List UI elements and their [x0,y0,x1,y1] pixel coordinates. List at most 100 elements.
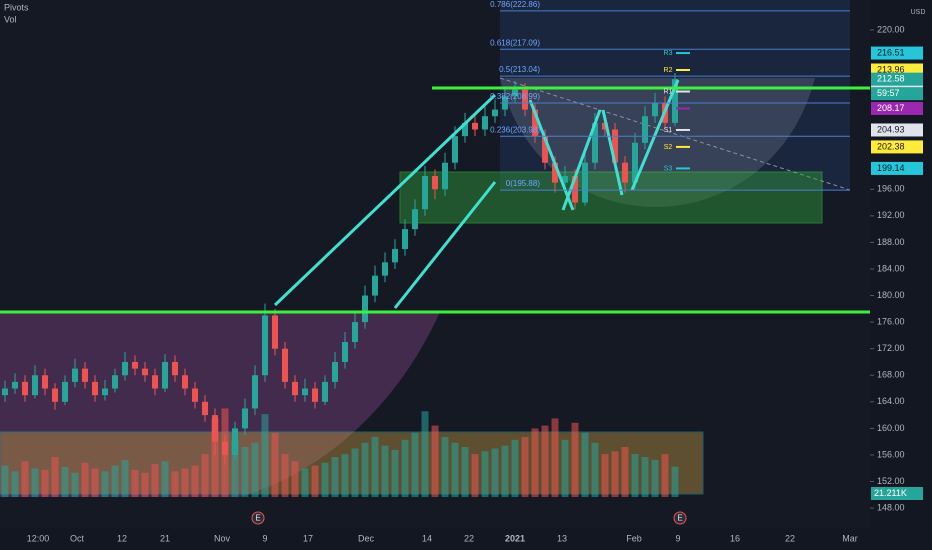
candle-body [192,388,198,402]
volume-bar [511,439,519,497]
indicator-label: Pivots [4,2,29,12]
x-tick-label: 13 [557,533,567,543]
y-tick-label: 172.00 [877,343,905,353]
x-tick-label: Mar [842,533,858,543]
pivot-label: S3 [664,165,673,172]
volume-bar [121,459,129,497]
x-tick-label: 22 [464,533,474,543]
candle-body [262,315,268,376]
time-axis [0,528,932,550]
x-tick-label: 9 [262,533,267,543]
x-tick-label: Nov [214,533,231,543]
y-tick-label: 180.00 [877,290,905,300]
candle-body [492,109,498,117]
y-tick-label: 168.00 [877,370,905,380]
volume-bar [291,461,299,497]
price-tag-label: 208.17 [877,103,905,113]
candle-body [92,381,98,396]
price-tag-label: 202.38 [877,141,905,151]
volume-bar [71,472,79,497]
trend-line [393,181,497,309]
y-tick-label: 148.00 [877,502,905,512]
pivot-label: S2 [664,144,673,151]
volume-bar [211,418,219,497]
earnings-marker [251,511,265,525]
x-tick-label: 16 [730,533,740,543]
last-price-label: 212.58 [877,74,905,84]
volume-bar [541,425,549,497]
volume-bar [331,457,339,497]
price-tag-label: 204.93 [877,124,905,134]
candle-body [292,381,298,396]
price-tag [871,140,923,154]
earnings-label: E [255,514,260,523]
volume-bar [381,445,389,497]
volume-bar [481,451,489,497]
volume-bar [401,439,409,497]
candle-body [322,381,328,402]
volume-bar [461,447,469,497]
candle-body [372,275,378,296]
y-tick-label: 176.00 [877,316,905,326]
fib-label: 0.382(208.99) [490,92,540,101]
pivot-label: R2 [664,67,673,74]
volume-bar [31,468,39,497]
candle-body [122,361,128,376]
candle-body [182,375,188,389]
volume-bar [101,471,109,497]
volume-layer [1,408,679,497]
price-tag [871,161,923,175]
volume-bar [21,461,29,497]
x-tick-label: 12 [117,533,127,543]
volume-bar [311,465,319,497]
candle-body [202,401,208,416]
candle-body [642,116,648,143]
candle-body [392,249,398,263]
x-tick-label: Dec [358,533,375,543]
purple-zone [0,312,440,497]
candle-body [232,428,238,455]
x-tick-label: 14 [422,533,432,543]
volume-bar [661,454,669,497]
candle-body [412,209,418,230]
candle-body [162,361,168,389]
candle-body [532,109,538,137]
indicator-label: Vol [4,14,17,24]
pivot-label: R3 [664,50,673,57]
trend-line [273,93,497,307]
cup-shape [500,78,815,207]
earnings-marker [673,511,687,525]
volume-bar [131,469,139,497]
volume-bar [61,467,69,497]
candle-body [62,381,68,402]
candle-body [542,136,548,163]
x-tick-label: Feb [626,533,642,543]
countdown-tag [871,87,923,101]
candle-body [102,388,108,396]
volume-bar [281,454,289,497]
candle-body [132,361,138,369]
pivot-label: R1 [664,88,673,95]
volume-bar [411,432,419,497]
volume-bar [631,454,639,497]
green-zone [399,171,823,224]
candle-body [252,375,258,409]
candle-body [222,441,228,455]
candle-body [72,368,78,382]
fib-label: 0.786(222.86) [490,0,540,9]
y-tick-label: 164.00 [877,396,905,406]
volume-bar [671,466,679,497]
candle-body [312,388,318,402]
candle-body [592,122,598,163]
candle-body [362,295,368,323]
volume-bar [611,451,619,497]
volume-bar [451,442,459,497]
price-tag [871,101,923,115]
candle-body [512,89,518,97]
candle-body [302,388,308,396]
volume-bar [491,448,499,497]
volume-bar [161,461,169,497]
volume-bar [551,418,559,497]
